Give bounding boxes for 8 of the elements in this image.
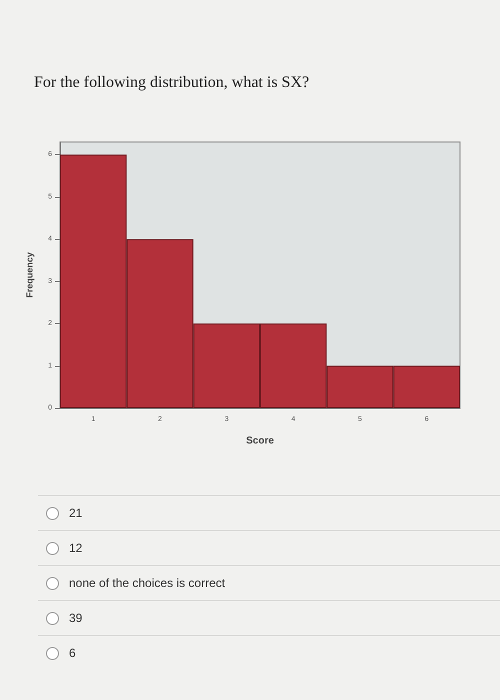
y-axis-title: Frequency: [24, 252, 34, 298]
chart-title: For the following distribution, what is SX?: [34, 74, 310, 92]
text: none of the choices is correct: [69, 576, 226, 590]
x-axis-title: Score: [246, 436, 274, 446]
text: 21: [69, 506, 82, 520]
text: 12: [69, 541, 82, 555]
text: 6: [69, 646, 76, 660]
text: 39: [69, 611, 82, 625]
